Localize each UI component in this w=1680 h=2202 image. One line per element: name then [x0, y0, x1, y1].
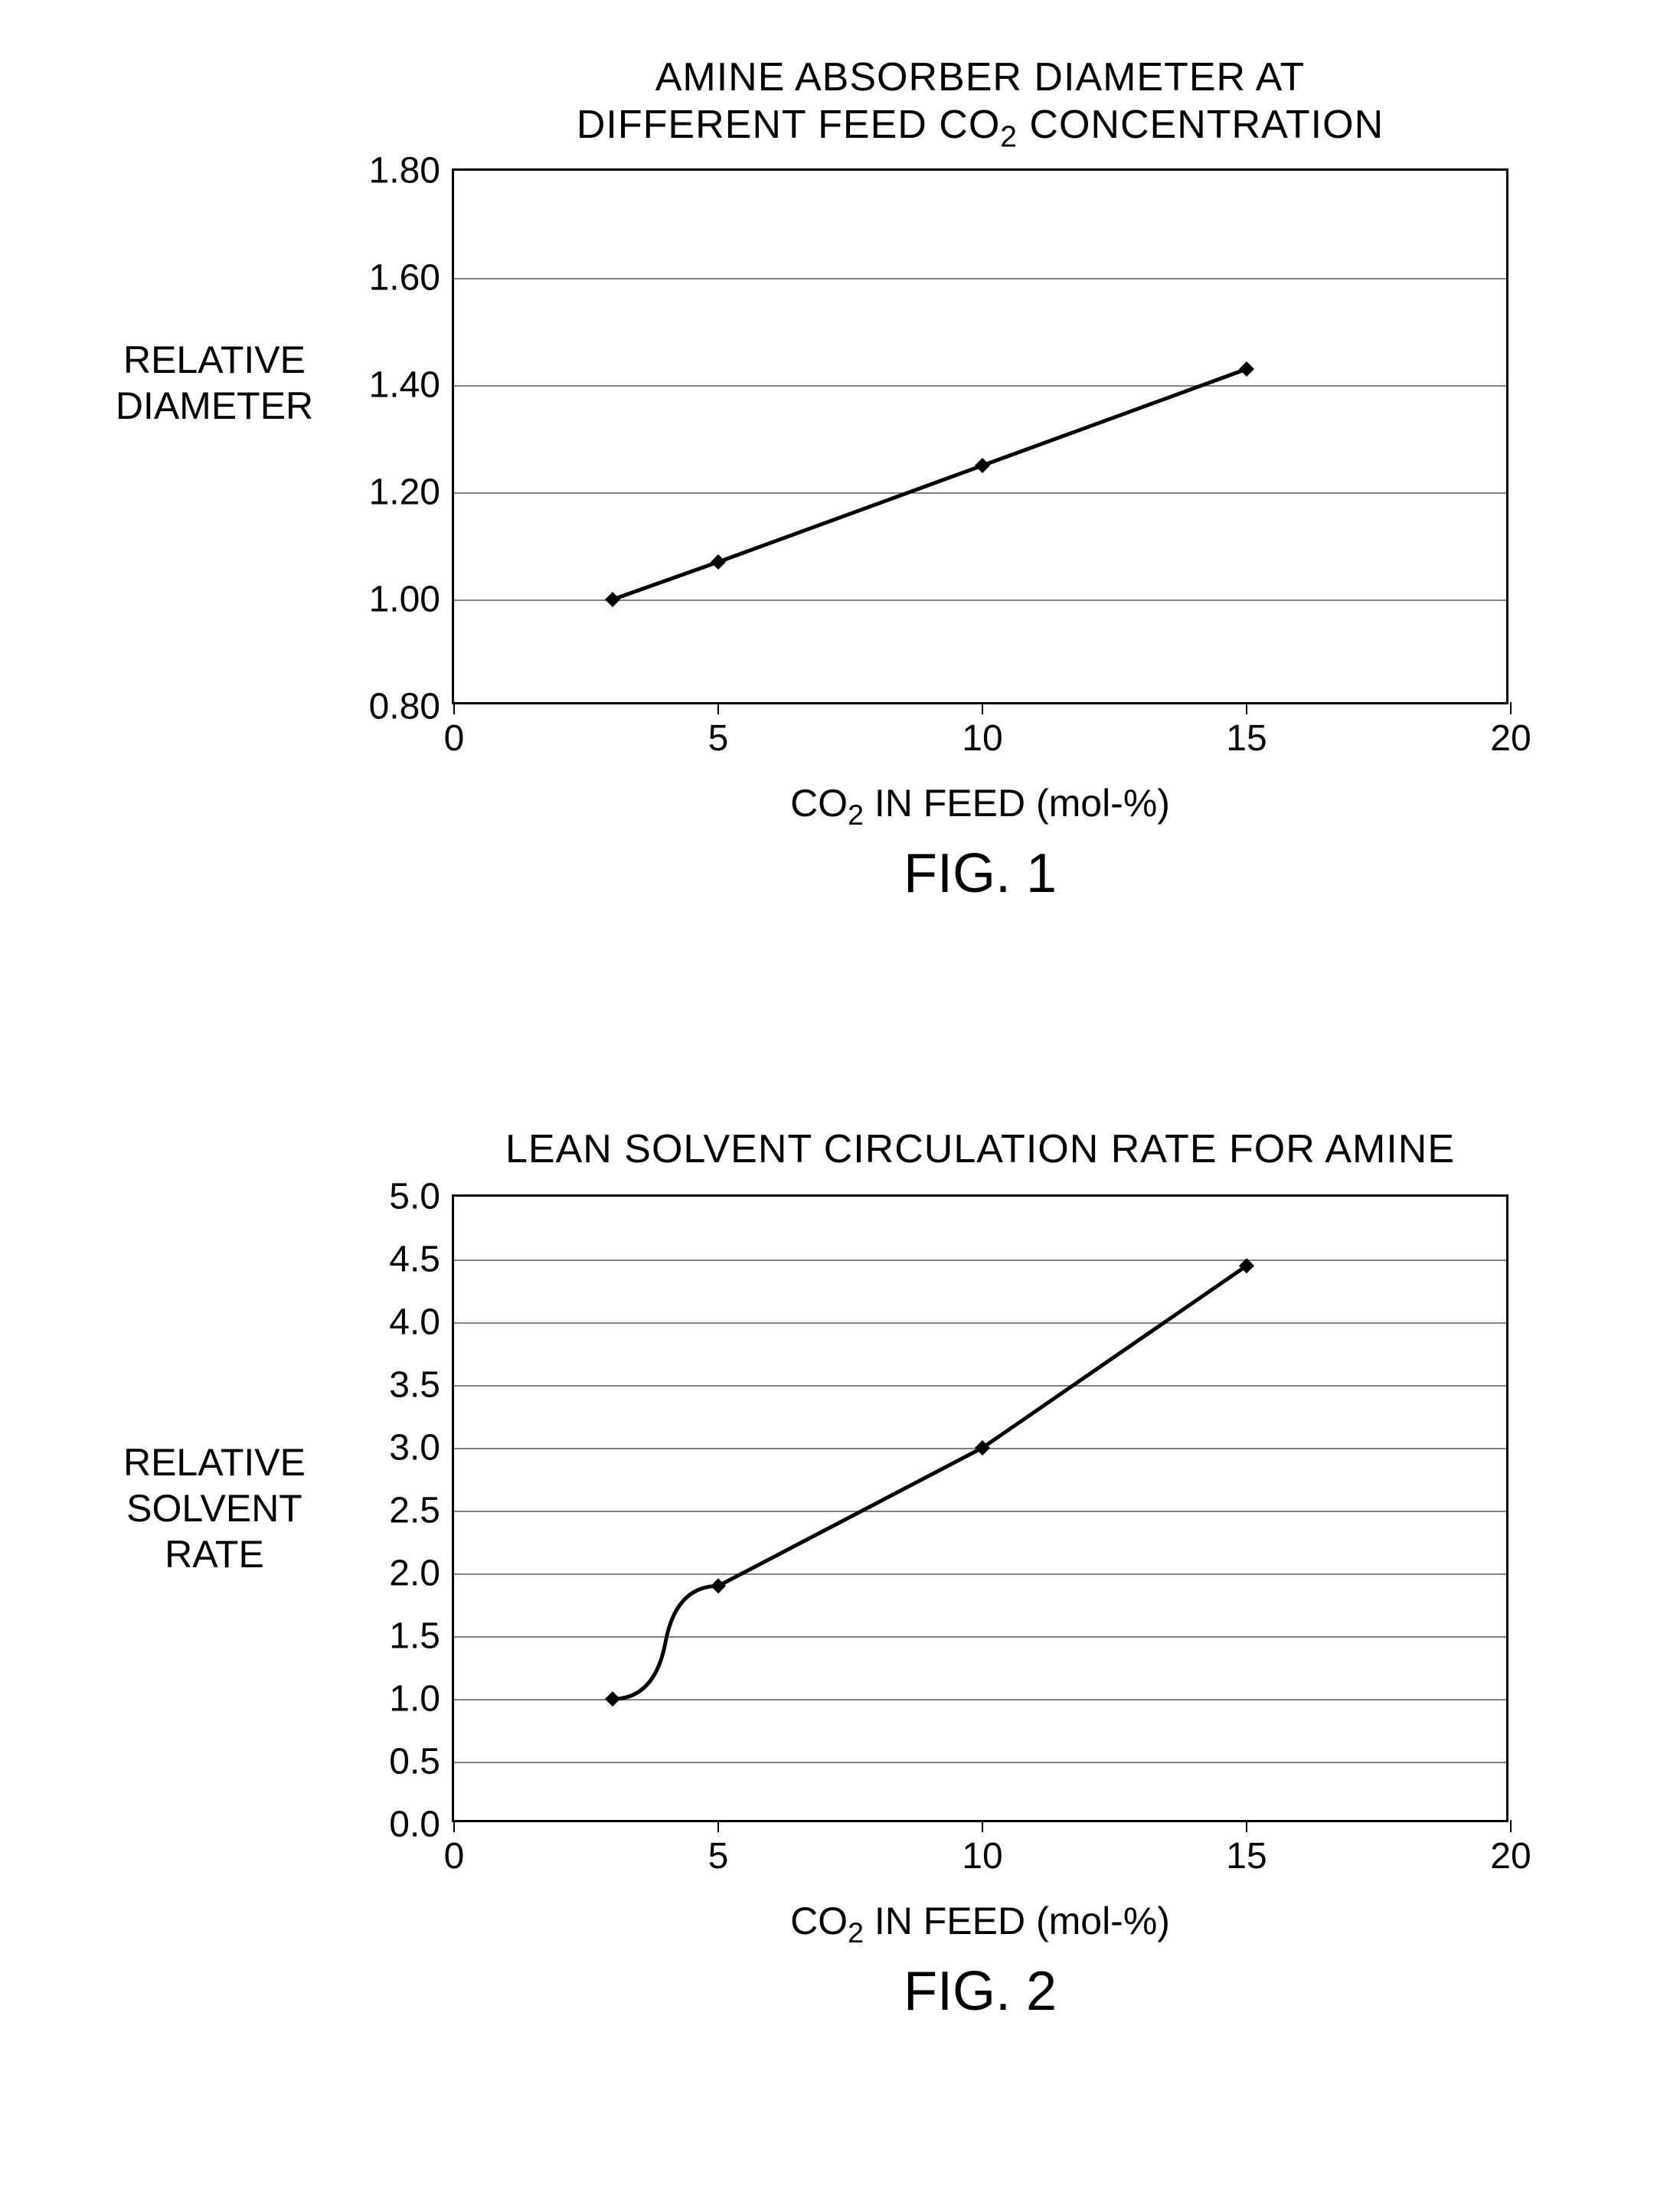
data-marker — [1239, 361, 1254, 377]
y-tick-label: 1.5 — [389, 1616, 440, 1658]
figure-1-label: FIG. 1 — [904, 842, 1057, 905]
y-tick-label: 1.20 — [369, 472, 440, 514]
y-tick-label: 1.40 — [369, 364, 440, 407]
x-tick-label: 5 — [708, 717, 729, 760]
data-marker — [605, 1691, 620, 1707]
y-tick-label: 5.0 — [389, 1176, 440, 1218]
figure-1-title: AMINE ABSORBER DIAMETER ATDIFFERENT FEED… — [452, 54, 1508, 156]
figure-1-plot-area: 0.801.001.201.401.601.8005101520 — [452, 168, 1508, 704]
page-root: AMINE ABSORBER DIAMETER ATDIFFERENT FEED… — [0, 0, 1680, 2202]
y-tick-label: 1.0 — [389, 1678, 440, 1720]
y-tick-label: 4.0 — [389, 1302, 440, 1344]
figure-1-plot-wrap: 0.801.001.201.401.601.8005101520 RELATIV… — [452, 168, 1508, 704]
data-marker — [975, 458, 990, 473]
x-tick-label: 5 — [708, 1835, 729, 1877]
series-line — [613, 369, 1247, 600]
data-marker — [605, 592, 620, 607]
y-tick-label: 0.80 — [369, 686, 440, 728]
data-marker — [711, 1578, 726, 1593]
figure-2-plot-area: 0.00.51.01.52.02.53.03.54.04.55.00510152… — [452, 1194, 1508, 1822]
y-tick-label: 2.5 — [389, 1490, 440, 1532]
x-tick-label: 10 — [962, 717, 1002, 760]
chart-series — [454, 1197, 1511, 1825]
data-marker — [711, 554, 726, 570]
x-tick-label: 20 — [1490, 1835, 1531, 1877]
y-tick-label: 3.5 — [389, 1364, 440, 1406]
y-tick-label: 4.5 — [389, 1239, 440, 1281]
x-tick-label: 0 — [444, 717, 465, 760]
x-tick-label: 20 — [1490, 717, 1531, 760]
x-tick-label: 0 — [444, 1835, 465, 1877]
figure-2-label: FIG. 2 — [904, 1960, 1057, 2023]
y-tick-label: 1.00 — [369, 579, 440, 621]
figure-2-y-axis-title: RELATIVESOLVENTRATE — [77, 1439, 352, 1577]
y-tick-label: 3.0 — [389, 1427, 440, 1469]
figure-1-y-axis-title: RELATIVEDIAMETER — [77, 337, 352, 429]
x-tick-label: 15 — [1226, 1835, 1267, 1877]
x-tick-label: 15 — [1226, 717, 1267, 760]
y-tick-label: 2.0 — [389, 1553, 440, 1595]
figure-2-plot-wrap: 0.00.51.01.52.02.53.03.54.04.55.00510152… — [452, 1194, 1508, 1822]
x-tick-label: 10 — [962, 1835, 1002, 1877]
y-tick-label: 0.5 — [389, 1741, 440, 1783]
figure-1-x-axis-title: CO2 IN FEED (mol-%) — [790, 781, 1170, 831]
figure-2-title: LEAN SOLVENT CIRCULATION RATE FOR AMINE — [452, 1126, 1508, 1173]
chart-series — [454, 171, 1511, 707]
y-tick-label: 1.60 — [369, 257, 440, 299]
figure-2-x-axis-title: CO2 IN FEED (mol-%) — [790, 1899, 1170, 1949]
y-tick-label: 1.80 — [369, 150, 440, 192]
series-line — [613, 1266, 1247, 1699]
y-tick-label: 0.0 — [389, 1804, 440, 1846]
